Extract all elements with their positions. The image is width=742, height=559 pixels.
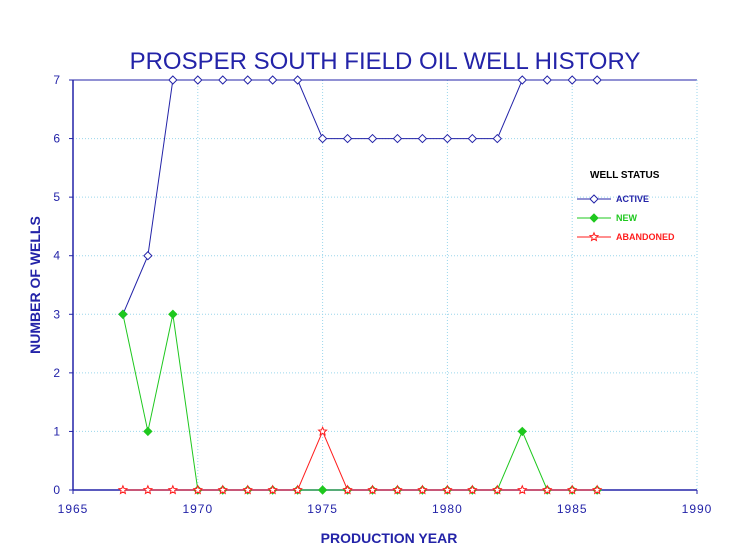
y-tick-label: 0 bbox=[53, 483, 60, 497]
abandoned-point bbox=[417, 484, 428, 495]
active-point bbox=[492, 133, 503, 144]
abandoned-point bbox=[117, 484, 129, 495]
abandoned-point bbox=[367, 484, 378, 495]
abandoned-point bbox=[317, 425, 328, 436]
abandoned-point bbox=[392, 484, 403, 495]
abandoned-point bbox=[467, 484, 478, 495]
y-tick-label: 6 bbox=[53, 132, 60, 146]
legend-active-label: ACTIVE bbox=[616, 194, 649, 204]
y-tick-label: 5 bbox=[53, 190, 60, 204]
abandoned-point bbox=[566, 484, 578, 495]
active-point bbox=[442, 133, 453, 144]
active-point bbox=[367, 133, 378, 144]
new-point bbox=[317, 485, 328, 495]
x-tick-labels: 1965 1970 1975 1980 1985 1990 bbox=[58, 490, 713, 516]
x-tick-label: 1990 bbox=[682, 502, 713, 516]
abandoned-point bbox=[292, 484, 303, 495]
active-point bbox=[218, 75, 228, 85]
series-group bbox=[117, 75, 603, 495]
x-tick-label: 1985 bbox=[557, 502, 588, 516]
new-point bbox=[168, 309, 178, 319]
active-point bbox=[143, 251, 153, 261]
active-point bbox=[417, 133, 428, 144]
active-point bbox=[567, 75, 577, 85]
abandoned-point bbox=[442, 484, 453, 495]
abandoned-point bbox=[217, 484, 228, 495]
new-point bbox=[143, 426, 153, 437]
abandoned-point bbox=[342, 484, 353, 495]
legend-title: WELL STATUS bbox=[590, 170, 660, 181]
active-point bbox=[392, 133, 403, 144]
legend: WELL STATUS ACTIVE NEW ABANDONED bbox=[577, 170, 675, 242]
y-tick-label: 1 bbox=[53, 424, 60, 438]
y-tick-label: 2 bbox=[53, 366, 60, 380]
y-tick-labels: 0 1 2 3 4 5 6 7 bbox=[53, 73, 73, 497]
abandoned-point bbox=[142, 484, 154, 495]
x-tick-label: 1965 bbox=[58, 502, 89, 516]
x-axis-label: PRODUCTION YEAR bbox=[321, 530, 458, 546]
active-point bbox=[317, 133, 328, 144]
new-point bbox=[517, 426, 527, 437]
active-point bbox=[467, 133, 478, 144]
y-tick-label: 7 bbox=[53, 73, 60, 87]
y-tick-label: 3 bbox=[53, 307, 60, 321]
new-series-line bbox=[122, 314, 598, 491]
abandoned-series-line bbox=[122, 430, 598, 491]
abandoned-point bbox=[492, 484, 503, 495]
y-axis-label: NUMBER OF WELLS bbox=[27, 216, 43, 354]
legend-abandoned-marker bbox=[588, 231, 600, 242]
abandoned-point bbox=[267, 484, 278, 495]
active-point bbox=[243, 75, 253, 85]
grid bbox=[73, 79, 697, 490]
x-tick-label: 1975 bbox=[307, 502, 338, 516]
active-point bbox=[168, 75, 178, 85]
active-point bbox=[292, 75, 303, 85]
active-point bbox=[342, 133, 353, 144]
abandoned-point bbox=[542, 484, 553, 495]
abandoned-point bbox=[242, 484, 253, 495]
legend-abandoned-label: ABANDONED bbox=[616, 232, 675, 242]
axes bbox=[72, 79, 698, 491]
legend-new-label: NEW bbox=[616, 213, 638, 223]
chart-title: PROSPER SOUTH FIELD OIL WELL HISTORY bbox=[130, 48, 641, 75]
abandoned-point bbox=[517, 484, 528, 495]
y-tick-label: 4 bbox=[53, 249, 60, 263]
legend-new-marker bbox=[589, 213, 599, 223]
active-point bbox=[267, 75, 278, 85]
active-point bbox=[542, 75, 552, 85]
new-point bbox=[118, 309, 128, 319]
x-tick-label: 1970 bbox=[182, 502, 213, 516]
abandoned-point bbox=[591, 484, 603, 495]
active-point bbox=[193, 75, 203, 85]
abandoned-point bbox=[192, 484, 204, 495]
x-tick-label: 1980 bbox=[432, 502, 463, 516]
active-point bbox=[517, 75, 527, 85]
abandoned-point bbox=[167, 484, 179, 495]
active-point bbox=[592, 75, 602, 85]
legend-active-marker bbox=[589, 194, 599, 204]
